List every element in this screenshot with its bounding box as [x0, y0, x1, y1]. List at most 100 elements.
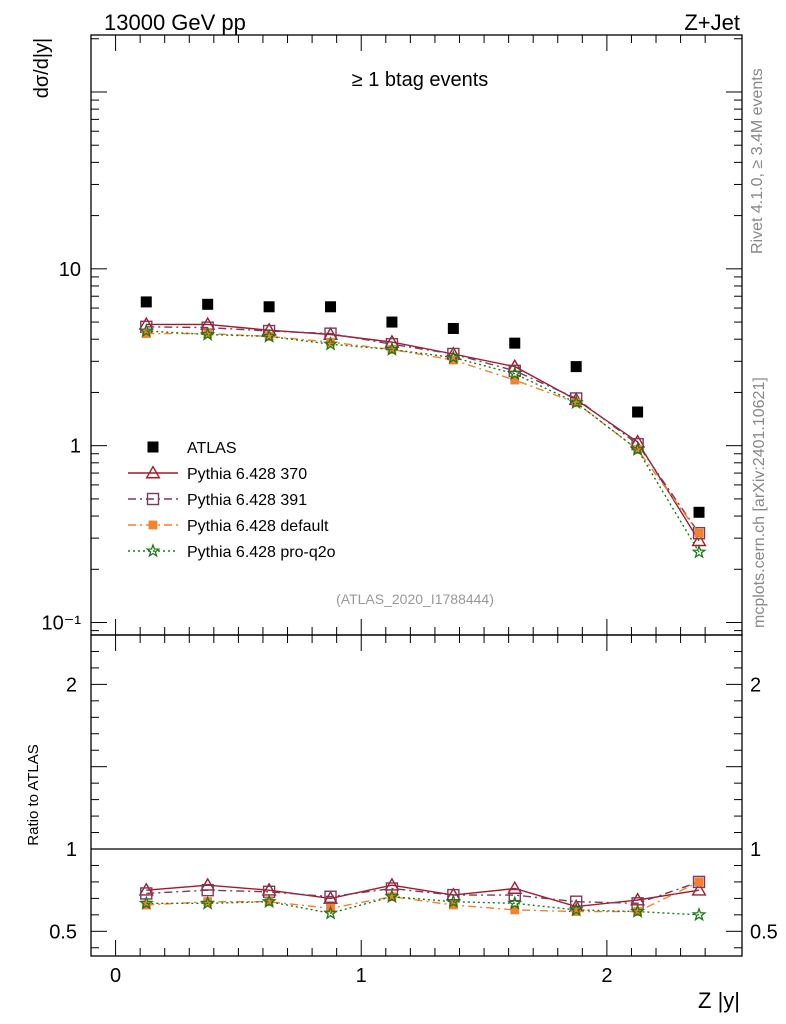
mcplots-label: mcplots.cern.ch [arXiv:2401.10621]	[751, 377, 768, 628]
data-point	[264, 331, 274, 341]
y-tick-label: 1	[70, 436, 81, 458]
ratio-xlabel: Z |y|	[698, 988, 740, 1013]
ratio-series-pythia-6-428-pro-q2o	[138, 888, 707, 922]
analysis-label: (ATLAS_2020_I1788444)	[336, 591, 494, 607]
y-tick-label: 10⁻¹	[42, 613, 82, 635]
ratio-point	[507, 880, 523, 894]
ratio-point	[261, 893, 277, 909]
ratio-line	[146, 881, 700, 913]
legend-entry: Pythia 6.428 pro-q2o	[128, 543, 336, 561]
data-point	[203, 329, 213, 339]
ratio-line	[146, 881, 700, 905]
x-tick-label: 2	[601, 965, 612, 987]
data-point	[386, 316, 398, 328]
ratio-point	[694, 877, 704, 887]
ratio-point	[568, 901, 584, 917]
x-tick-label: 0	[110, 965, 121, 987]
ratio-point	[322, 905, 339, 920]
ratio-point	[141, 900, 151, 910]
ratio-y-tick-label: 0.5	[49, 921, 77, 943]
ratio-point	[691, 906, 707, 922]
data-point	[447, 322, 459, 334]
data-point	[138, 316, 154, 330]
data-point	[445, 349, 461, 364]
data-point	[326, 337, 335, 347]
data-point	[325, 301, 337, 313]
data-point	[138, 323, 154, 338]
legend-entry: Pythia 6.428 default	[128, 518, 329, 535]
legend-label: Pythia 6.428 391	[187, 492, 307, 509]
series-pythia-6-428-370	[138, 316, 707, 547]
header-right: Z+Jet	[684, 10, 740, 35]
ratio-y-tick-label: 1	[66, 839, 77, 861]
legend-label: ATLAS	[187, 440, 237, 457]
ratio-point	[629, 903, 646, 918]
data-point	[632, 406, 644, 418]
ratio-point	[508, 888, 521, 902]
series-atlas	[140, 296, 705, 518]
data-point	[384, 341, 400, 357]
ratio-point	[445, 887, 461, 901]
data-point	[263, 301, 275, 313]
ratio-y-tick-label-right: 0.5	[750, 921, 778, 943]
ratio-point	[692, 875, 706, 889]
ratio-point	[264, 897, 274, 907]
ratio-point	[507, 895, 523, 910]
data-point	[322, 336, 339, 351]
legend-label: Pythia 6.428 370	[187, 466, 307, 483]
rivet-label: Rivet 4.1.0, ≥ 3.4M events	[749, 68, 766, 254]
legend-label: Pythia 6.428 pro-q2o	[187, 544, 336, 561]
main-axis-ticks: 1 10 10⁻¹	[42, 35, 742, 635]
ratio-point	[200, 895, 216, 910]
legend-entry: Pythia 6.428 391	[128, 492, 307, 509]
ratio-point	[510, 905, 520, 915]
legend-marker	[145, 465, 161, 479]
data-point	[571, 398, 581, 408]
ratio-frame	[90, 634, 743, 957]
legend-marker	[148, 520, 158, 530]
legend-entry: Pythia 6.428 370	[128, 465, 307, 483]
data-point	[568, 394, 584, 410]
data-point	[629, 441, 646, 457]
ratio-point	[445, 893, 461, 909]
y-tick-label: 10	[59, 259, 81, 281]
ratio-y-tick-label-right: 2	[750, 674, 761, 696]
legend-marker	[147, 441, 159, 453]
series-line	[146, 323, 700, 542]
ratio-panel: 0.5 0.5 1 1 2 2 0 1 2 Ratio to ATLAS Z |y|	[25, 634, 778, 1013]
ratio-series-pythia-6-428-370	[138, 877, 707, 913]
ratio-axis-ticks: 0.5 0.5 1 1 2 2 0 1 2	[49, 635, 778, 987]
ratio-point	[324, 890, 337, 903]
data-point	[633, 445, 642, 455]
main-ylabel: dσ/d|y|	[31, 38, 53, 99]
ratio-y-tick-label: 2	[66, 674, 77, 696]
series-line	[146, 326, 700, 534]
main-series	[138, 296, 707, 559]
ratio-ylabel: Ratio to ATLAS	[25, 744, 42, 845]
data-point	[692, 526, 706, 540]
data-point	[200, 326, 216, 341]
ratio-point	[322, 890, 339, 904]
ratio-point	[691, 882, 707, 896]
ratio-y-tick-label-right: 1	[750, 839, 761, 861]
data-point	[507, 365, 523, 381]
data-point	[694, 528, 704, 538]
x-tick-label: 1	[356, 965, 367, 987]
data-point	[691, 544, 707, 559]
ratio-point	[138, 882, 154, 896]
legend-label: Pythia 6.428 default	[187, 518, 329, 535]
ratio-series	[138, 875, 707, 922]
data-point	[509, 337, 521, 349]
header-left: 13000 GeV pp	[104, 10, 246, 35]
data-point	[261, 328, 277, 343]
ratio-series-pythia-6-428-default	[141, 877, 704, 916]
legend: ATLAS Pythia 6.428 370 Pythia 6.428 391 Pyt…	[128, 440, 336, 561]
series-line	[146, 332, 700, 534]
data-point	[510, 375, 520, 385]
data-point	[140, 296, 152, 308]
ratio-point	[571, 907, 581, 916]
legend-entry: ATLAS	[147, 440, 237, 457]
main-panel: 1 10 10⁻¹ ≥ 1 btag events (ATLAS_2020_I178…	[31, 34, 743, 636]
ratio-point	[384, 888, 400, 904]
